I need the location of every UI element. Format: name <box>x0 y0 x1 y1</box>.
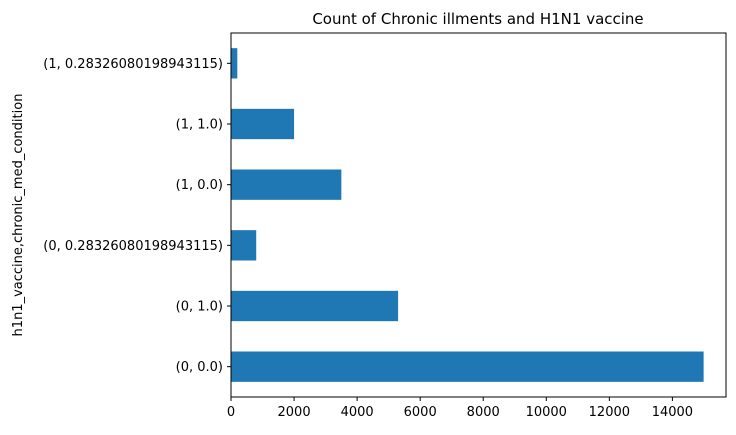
x-tick-label: 6000 <box>404 405 437 420</box>
y-tick-label: (0, 1.0) <box>176 300 223 315</box>
bar <box>231 230 257 261</box>
bar <box>231 169 342 200</box>
x-axis: 0 2000 4000 6000 8000 10000 12000 14000 <box>227 397 693 420</box>
plot-area-frame <box>230 32 727 398</box>
x-tick-label: 14000 <box>652 405 693 420</box>
y-tick-label: (1, 0.0) <box>176 178 223 193</box>
x-tick-label: 2000 <box>278 405 311 420</box>
x-tick-label: 10000 <box>526 405 567 420</box>
bars-layer <box>231 48 704 382</box>
x-tick-label: 12000 <box>589 405 630 420</box>
bar <box>231 290 399 322</box>
x-tick-label: 0 <box>227 405 235 420</box>
bar <box>231 48 238 79</box>
x-tick-label: 8000 <box>467 405 500 420</box>
bar <box>231 351 704 382</box>
y-tick-label: (0, 0.28326080198943115) <box>43 239 223 254</box>
bar <box>231 108 295 140</box>
y-tick-label: (0, 0.0) <box>176 360 223 375</box>
y-tick-label: (1, 0.28326080198943115) <box>43 57 223 72</box>
y-axis: (0, 0.0) (0, 1.0) (0, 0.28326080198943115)… <box>43 57 231 375</box>
y-tick-label: (1, 1.0) <box>176 118 223 133</box>
chart-title: Count of Chronic illments and H1N1 vacci… <box>312 10 643 28</box>
x-tick-label: 4000 <box>341 405 374 420</box>
y-axis-label: h1n1_vaccine,chronic_med_condition <box>11 94 26 337</box>
